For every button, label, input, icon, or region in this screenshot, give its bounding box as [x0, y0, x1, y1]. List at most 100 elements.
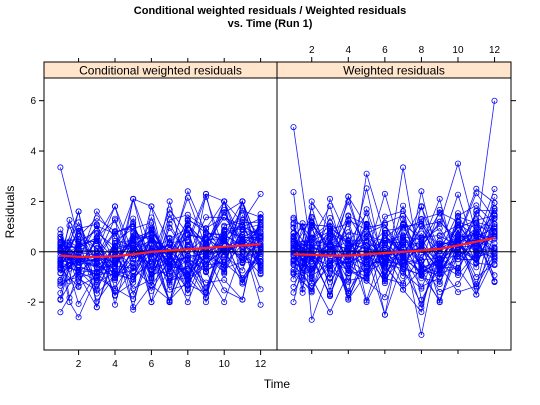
residual-point	[93, 208, 100, 215]
residual-point	[93, 264, 100, 271]
subject-profile-line	[293, 205, 495, 284]
residual-point	[257, 214, 264, 221]
residual-point	[75, 208, 82, 215]
residual-point	[290, 214, 297, 221]
subject-profile-line	[60, 245, 261, 279]
residual-point	[491, 245, 498, 252]
residual-point	[93, 268, 100, 275]
residual-point	[326, 291, 333, 298]
subject-profile-line	[60, 216, 261, 305]
residual-point	[418, 204, 425, 211]
y-tick-label: 2	[30, 197, 36, 208]
residual-point	[93, 215, 100, 222]
residual-point	[202, 294, 209, 301]
residual-point	[345, 212, 352, 219]
residual-point	[326, 309, 333, 316]
x-tick-label: 2	[76, 359, 82, 370]
residual-point	[418, 308, 425, 315]
residual-point	[454, 289, 461, 296]
residual-point	[345, 278, 352, 285]
residual-point	[290, 283, 297, 290]
residual-point	[93, 287, 100, 294]
chart-title-line1: Conditional weighted residuals / Weighte…	[134, 5, 406, 17]
x-tick-label: 2	[309, 45, 315, 56]
x-axis-label: Time	[264, 377, 291, 391]
residual-point	[75, 271, 82, 278]
residual-point	[381, 275, 388, 282]
residual-point	[148, 282, 155, 289]
residual-point	[491, 230, 498, 237]
residual-point	[202, 193, 209, 200]
residual-point	[381, 190, 388, 197]
residual-point	[257, 252, 264, 259]
residual-point	[93, 223, 100, 230]
residual-point	[57, 260, 64, 267]
y-tick-label: 0	[30, 247, 36, 258]
subject-profile-line	[293, 211, 495, 260]
residual-point	[454, 236, 461, 243]
residual-point	[57, 309, 64, 316]
residual-point	[130, 237, 137, 244]
residual-point	[345, 294, 352, 301]
residual-point	[400, 208, 407, 215]
residual-point	[93, 237, 100, 244]
residual-point	[491, 249, 498, 256]
residual-point	[308, 218, 315, 225]
residual-point	[400, 259, 407, 266]
residual-point	[400, 240, 407, 247]
residual-point	[166, 268, 173, 275]
residual-point	[221, 222, 228, 229]
residual-point	[57, 262, 64, 269]
residual-point	[400, 286, 407, 293]
residual-point	[381, 237, 388, 244]
residual-point	[75, 300, 82, 307]
residual-point	[239, 198, 246, 205]
residual-point	[363, 242, 370, 249]
residual-point	[290, 189, 297, 196]
residual-point	[202, 253, 209, 260]
subject-profile-line	[293, 193, 495, 281]
subject-profile-line	[60, 219, 261, 299]
residual-point	[57, 290, 64, 297]
residual-point	[363, 232, 370, 239]
residual-point	[418, 266, 425, 273]
residual-point	[75, 314, 82, 321]
residual-point	[148, 203, 155, 210]
residual-point	[363, 297, 370, 304]
residual-point	[299, 240, 306, 247]
residual-point	[436, 218, 443, 225]
residual-point	[184, 286, 191, 293]
residual-point	[326, 279, 333, 286]
residual-point	[148, 241, 155, 248]
residual-point	[75, 275, 82, 282]
residual-point	[436, 281, 443, 288]
residual-point	[112, 217, 119, 224]
panel-1: Conditional weighted residuals 2 4 6 8 10 12 -2…	[27, 58, 278, 370]
residual-point	[473, 242, 480, 249]
residual-point	[221, 276, 228, 283]
residual-point	[326, 241, 333, 248]
residual-point	[308, 198, 315, 205]
residual-point	[454, 264, 461, 271]
x-tick-label: 10	[219, 359, 231, 370]
residual-point	[418, 234, 425, 241]
residual-point	[239, 280, 246, 287]
subject-profile-line	[60, 200, 261, 273]
residual-point	[148, 270, 155, 277]
residual-point	[436, 195, 443, 202]
residual-point	[221, 287, 228, 294]
residual-point	[184, 188, 191, 195]
residual-point	[239, 216, 246, 223]
residual-point	[418, 258, 425, 265]
residual-point	[148, 219, 155, 226]
x-tick-label: 4	[112, 359, 118, 370]
residual-point	[363, 258, 370, 265]
residual-point	[75, 219, 82, 226]
residual-point	[257, 232, 264, 239]
subject-profile-line	[60, 190, 261, 280]
panel-2: Weighted residuals 2 4 6 8 10 12	[276, 45, 516, 354]
residual-point	[436, 225, 443, 232]
residual-point	[184, 217, 191, 224]
residual-point	[454, 281, 461, 288]
residual-point	[299, 286, 306, 293]
